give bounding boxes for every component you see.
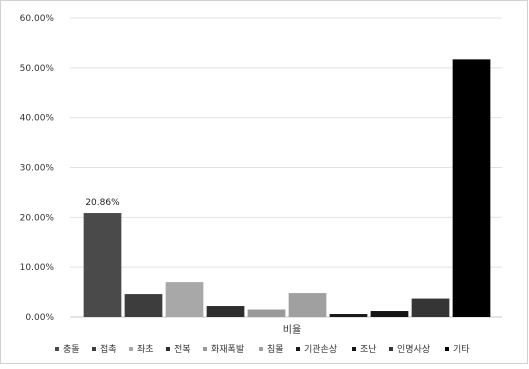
legend-swatch xyxy=(203,347,207,351)
y-tick-label: 30.00% xyxy=(20,164,55,174)
y-tick-label: 60.00% xyxy=(20,14,55,24)
legend-swatch xyxy=(55,347,59,351)
data-label: 20.86% xyxy=(85,198,120,208)
y-tick-label: 20.00% xyxy=(20,213,55,223)
legend-swatch xyxy=(129,347,133,351)
legend-swatch xyxy=(445,347,449,351)
bar-7 xyxy=(329,314,368,317)
bar-5 xyxy=(247,309,286,317)
bar-9 xyxy=(411,298,450,317)
legend-label: 인명사상 xyxy=(397,344,430,355)
y-tick-label: 10.00% xyxy=(20,263,55,273)
bar-4 xyxy=(206,306,245,317)
legend-label: 접촉 xyxy=(100,343,117,355)
y-axis-ticks: 0.00% 10.00% 20.00% 30.00% 40.00% 50.00% 60.00… xyxy=(20,14,55,323)
bar-3 xyxy=(165,282,204,317)
bars xyxy=(83,59,491,318)
legend-label: 기타 xyxy=(453,344,470,355)
legend-swatch xyxy=(92,347,96,351)
legend: 충돌 접촉 좌초 전복 화재폭발 침몰 기관손상 조난 인명사상 기타 xyxy=(55,343,470,355)
legend-label: 충돌 xyxy=(63,344,80,355)
legend-label: 조난 xyxy=(360,344,377,355)
bar-1 xyxy=(83,213,122,317)
legend-swatch xyxy=(166,347,170,351)
legend-swatch xyxy=(389,347,393,351)
legend-swatch xyxy=(352,347,356,351)
legend-label: 전복 xyxy=(174,344,191,355)
legend-label: 침몰 xyxy=(267,344,284,355)
legend-label: 화재폭발 xyxy=(211,344,244,355)
legend-swatch xyxy=(259,347,263,351)
bar-6 xyxy=(288,293,327,317)
bar-10 xyxy=(452,59,491,318)
legend-label: 기관손상 xyxy=(304,344,337,355)
legend-swatch xyxy=(296,347,300,351)
data-labels: 20.86% xyxy=(85,198,120,208)
x-category-label: 비율 xyxy=(283,324,301,336)
bar-2 xyxy=(124,294,163,317)
y-tick-label: 0.00% xyxy=(25,313,54,323)
bar-8 xyxy=(370,311,409,317)
legend-label: 좌초 xyxy=(137,344,154,355)
y-tick-label: 50.00% xyxy=(20,64,55,74)
y-tick-label: 40.00% xyxy=(20,114,55,124)
